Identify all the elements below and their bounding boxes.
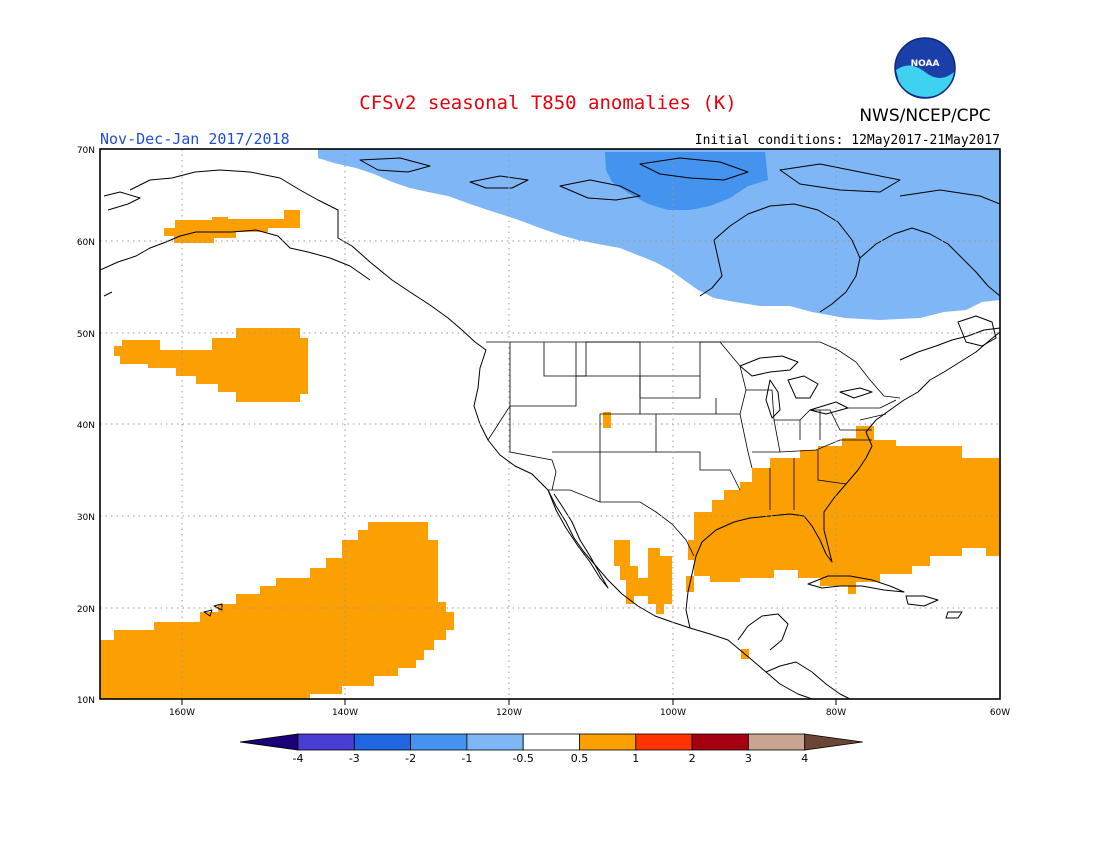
lat-label: 40N: [77, 421, 95, 431]
lat-label: 10N: [77, 696, 95, 706]
colorbar-label: -0.5: [512, 752, 533, 765]
figure-title: CFSv2 seasonal T850 anomalies (K): [359, 92, 737, 114]
colorbar-segment: [748, 733, 806, 751]
lat-label: 70N: [77, 146, 95, 156]
colorbar-segment: [579, 733, 637, 751]
lat-axis: 70N 60N 50N 40N 30N 20N 10N: [77, 146, 95, 706]
lat-label: 60N: [77, 238, 95, 248]
graticule: [100, 149, 1000, 699]
org-label: NWS/NCEP/CPC: [859, 106, 990, 126]
lon-label: 60W: [990, 708, 1010, 718]
colorbar-segment: [635, 733, 693, 751]
period-label: Nov-Dec-Jan 2017/2018: [100, 130, 290, 148]
lon-label: 100W: [660, 708, 686, 718]
colorbar-label: -3: [349, 752, 360, 765]
colorbar-segment: [410, 733, 468, 751]
warm-anomaly-southeast: [688, 426, 1000, 594]
warm-anomaly-colorado: [603, 412, 611, 428]
noaa-logo: NOAA: [894, 37, 956, 99]
colorbar-label: 2: [689, 752, 696, 765]
lat-label: 20N: [77, 605, 95, 615]
map-frame: [99, 148, 1001, 700]
initial-conditions-label: Initial conditions: 12May2017-21May2017: [695, 133, 1000, 148]
noaa-logo-text: NOAA: [911, 59, 940, 69]
colorbar-segment: [353, 733, 411, 751]
colorbar-label: -4: [293, 752, 304, 765]
colorbar-segment: [297, 733, 355, 751]
colorbar: -4 -3 -2 -1 -0.5 0.5 1 2 3 4: [239, 733, 863, 765]
lat-label: 30N: [77, 513, 95, 523]
colorbar-label: -2: [405, 752, 416, 765]
lon-label: 120W: [496, 708, 522, 718]
colorbar-segment: [522, 733, 580, 751]
warm-anomaly-gulf-alaska: [164, 210, 300, 243]
colorbar-arrow-high: [804, 733, 863, 751]
warm-anomaly-central-pacific: [100, 522, 454, 699]
coastlines: [100, 157, 1000, 699]
political-borders: [486, 341, 901, 557]
colorbar-label: 0.5: [571, 752, 589, 765]
lon-label: 80W: [826, 708, 846, 718]
warm-anomaly-mexico: [614, 540, 672, 614]
warm-anomaly-ne-pacific: [114, 328, 308, 402]
lon-axis: 160W 140W 120W 100W 80W 60W: [169, 699, 1010, 718]
colorbar-segment: [691, 733, 749, 751]
map-area: [100, 149, 1000, 699]
colorbar-label: 1: [632, 752, 639, 765]
colorbar-label: 4: [801, 752, 808, 765]
lon-label: 140W: [332, 708, 358, 718]
colorbar-label: 3: [745, 752, 752, 765]
colorbar-label: -1: [461, 752, 472, 765]
lat-label: 50N: [77, 330, 95, 340]
colorbar-arrow-low: [239, 733, 299, 751]
cold-anomaly-canada: [318, 149, 1000, 320]
colorbar-segment: [466, 733, 524, 751]
lon-label: 160W: [169, 708, 195, 718]
